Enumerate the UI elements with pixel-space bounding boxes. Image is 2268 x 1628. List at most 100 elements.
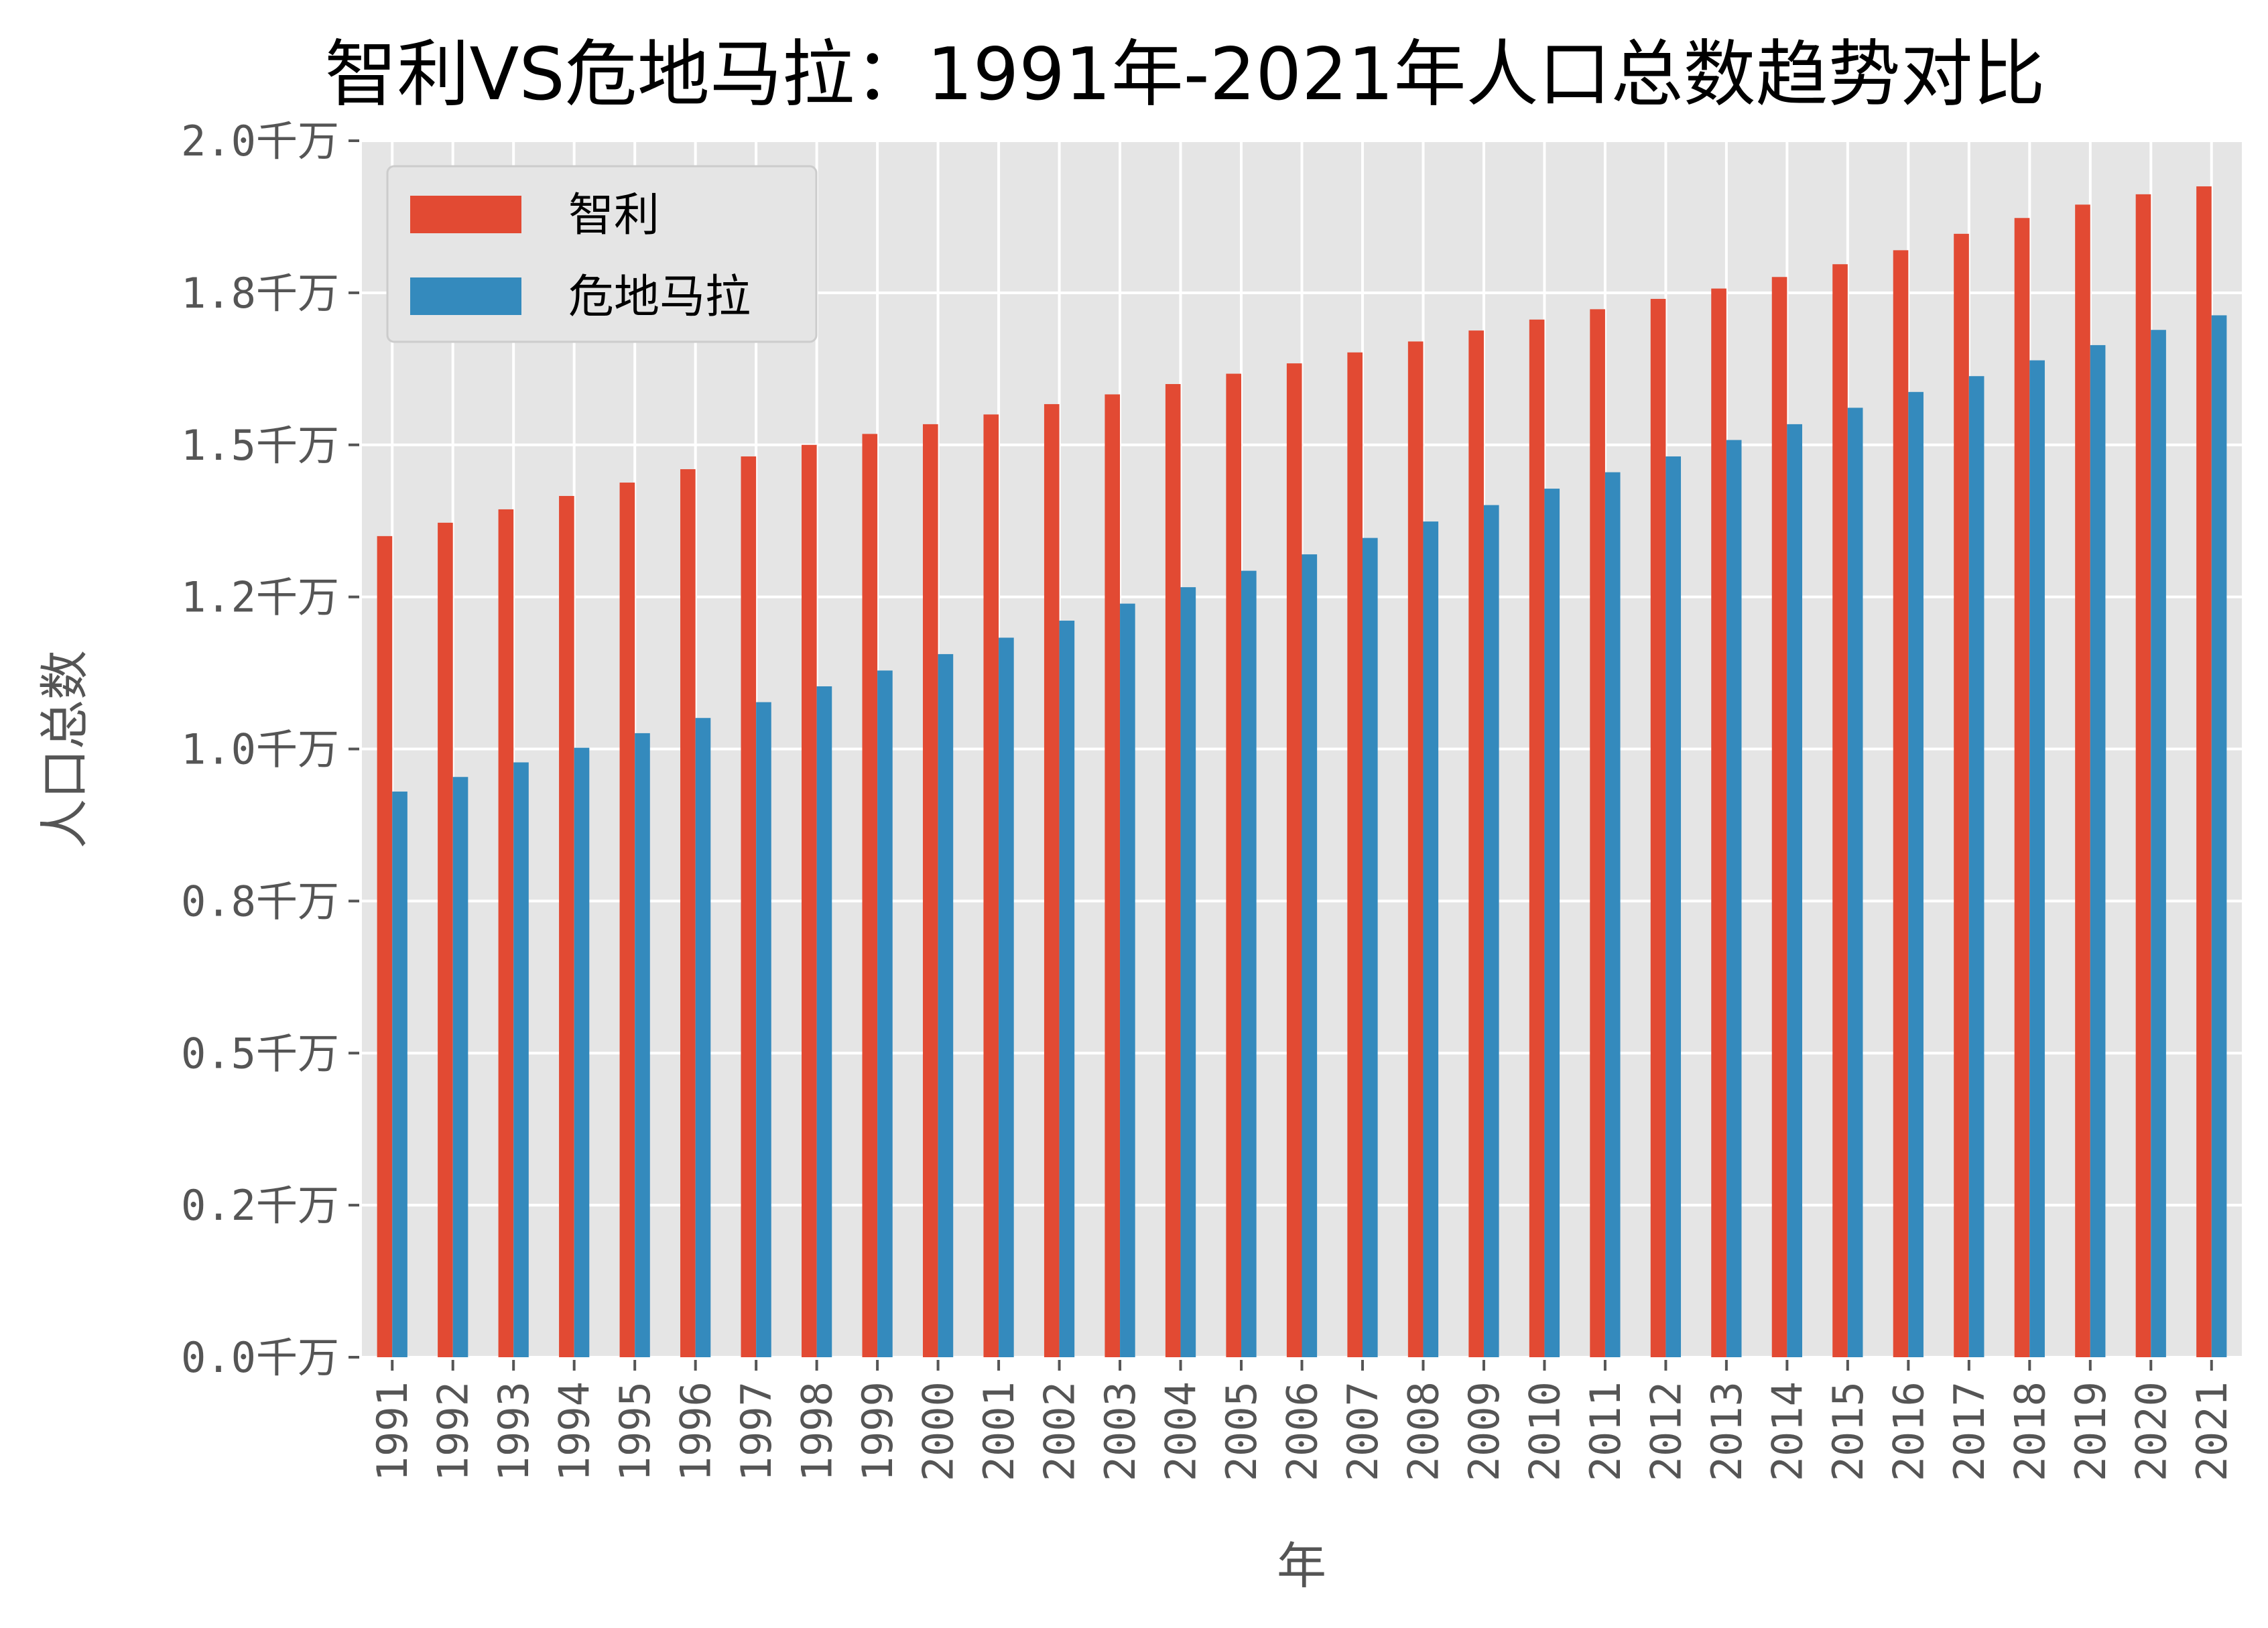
y-tick-label: 0.0千万 bbox=[181, 1333, 339, 1382]
bar-guatemala-2016 bbox=[1908, 391, 1924, 1357]
bar-guatemala-2003 bbox=[1120, 603, 1135, 1358]
y-tick-label: 1.0千万 bbox=[181, 725, 339, 774]
bar-chile-1997 bbox=[741, 456, 757, 1358]
x-tick-label: 2016 bbox=[1884, 1381, 1933, 1481]
bar-guatemala-2006 bbox=[1302, 554, 1318, 1357]
x-tick-label: 2021 bbox=[2188, 1381, 2236, 1481]
bar-guatemala-2017 bbox=[1968, 376, 1984, 1357]
y-tick-label: 2.0千万 bbox=[181, 117, 339, 166]
bar-guatemala-2012 bbox=[1665, 456, 1682, 1358]
x-axis: 1991 1992 1993 1994 1995 1996 1997 1998 1999 2000… bbox=[368, 1360, 2236, 1481]
y-tick-label: 1.5千万 bbox=[181, 421, 339, 470]
bar-chile-1998 bbox=[802, 444, 817, 1357]
y-tick-label: 0.2千万 bbox=[181, 1181, 339, 1230]
x-tick-label: 2011 bbox=[1581, 1381, 1630, 1481]
bar-chile-2021 bbox=[2196, 186, 2212, 1357]
bar-chile-2006 bbox=[1286, 363, 1302, 1357]
bar-guatemala-2015 bbox=[1847, 408, 1863, 1357]
x-tick-label: 1998 bbox=[793, 1381, 842, 1481]
x-tick-label: 2015 bbox=[1824, 1381, 1873, 1481]
x-tick-label: 2014 bbox=[1763, 1381, 1812, 1481]
bar-guatemala-2010 bbox=[1544, 489, 1560, 1357]
bar-chile-2010 bbox=[1529, 319, 1545, 1358]
y-tick-label: 0.5千万 bbox=[181, 1029, 339, 1078]
y-axis-label: 人口总数 bbox=[36, 650, 94, 849]
x-tick-label: 2010 bbox=[1520, 1381, 1569, 1481]
bar-guatemala-2001 bbox=[999, 637, 1014, 1357]
bar-chile-2019 bbox=[2075, 204, 2090, 1358]
bar-guatemala-1999 bbox=[877, 670, 893, 1357]
bar-chile-2015 bbox=[1832, 264, 1848, 1357]
bar-chile-1993 bbox=[498, 509, 514, 1357]
x-tick-label: 2008 bbox=[1399, 1381, 1448, 1481]
x-tick-label: 1991 bbox=[368, 1381, 417, 1481]
x-tick-label: 1992 bbox=[429, 1381, 478, 1481]
bar-chile-2000 bbox=[922, 424, 938, 1357]
x-tick-label: 2019 bbox=[2066, 1381, 2115, 1481]
x-tick-label: 2020 bbox=[2127, 1381, 2176, 1481]
bar-guatemala-1995 bbox=[635, 733, 650, 1357]
bar-guatemala-2018 bbox=[2029, 360, 2045, 1358]
bar-chile-2001 bbox=[983, 414, 999, 1357]
bar-guatemala-2007 bbox=[1362, 538, 1378, 1358]
legend: 智利 危地马拉 bbox=[386, 165, 818, 343]
x-tick-label: 2005 bbox=[1217, 1381, 1266, 1481]
bar-chile-2005 bbox=[1226, 373, 1242, 1357]
bars bbox=[377, 186, 2227, 1358]
bar-guatemala-2005 bbox=[1241, 570, 1257, 1357]
x-tick-label: 2018 bbox=[2005, 1381, 2054, 1481]
bar-guatemala-2013 bbox=[1726, 440, 1742, 1357]
x-tick-label: 1999 bbox=[853, 1381, 902, 1481]
x-tick-label: 2004 bbox=[1157, 1381, 1206, 1481]
bar-guatemala-2009 bbox=[1483, 505, 1499, 1357]
bar-chile-2011 bbox=[1590, 309, 1605, 1358]
y-tick-label: 0.8千万 bbox=[181, 877, 339, 926]
bar-guatemala-1997 bbox=[756, 702, 771, 1357]
bar-chile-1999 bbox=[862, 434, 878, 1357]
x-tick-label: 2003 bbox=[1096, 1381, 1145, 1481]
x-tick-label: 2009 bbox=[1460, 1381, 1509, 1481]
bar-chile-1996 bbox=[680, 469, 696, 1357]
legend-label-guatemala: 危地马拉 bbox=[568, 271, 751, 324]
bar-chile-2012 bbox=[1650, 298, 1666, 1358]
bar-chile-2003 bbox=[1105, 394, 1121, 1357]
bar-guatemala-2020 bbox=[2151, 330, 2166, 1357]
bar-guatemala-2008 bbox=[1423, 521, 1439, 1357]
bar-guatemala-2021 bbox=[2211, 315, 2227, 1357]
x-tick-label: 2002 bbox=[1035, 1381, 1084, 1481]
x-tick-label: 2007 bbox=[1338, 1381, 1387, 1481]
bar-chile-2014 bbox=[1771, 277, 1787, 1357]
bar-guatemala-1996 bbox=[695, 718, 711, 1357]
bar-guatemala-1994 bbox=[574, 747, 590, 1357]
chart-title: 智利VS危地马拉：1991年-2021年人口总数趋势对比 bbox=[324, 33, 2045, 117]
bar-guatemala-2014 bbox=[1787, 424, 1802, 1357]
x-tick-label: 1994 bbox=[550, 1381, 599, 1481]
x-tick-label: 2000 bbox=[914, 1381, 963, 1481]
bar-guatemala-2000 bbox=[938, 653, 954, 1358]
bar-guatemala-1998 bbox=[816, 686, 832, 1357]
x-tick-label: 2017 bbox=[1945, 1381, 1994, 1481]
bar-chile-2007 bbox=[1347, 352, 1363, 1357]
bar-guatemala-2004 bbox=[1180, 587, 1196, 1357]
x-tick-label: 2001 bbox=[974, 1381, 1023, 1481]
legend-swatch-chile bbox=[410, 196, 521, 233]
bar-chile-1994 bbox=[559, 495, 574, 1357]
bar-chile-2017 bbox=[1954, 233, 1969, 1357]
y-tick-label: 1.8千万 bbox=[181, 269, 339, 318]
x-tick-label: 1996 bbox=[672, 1381, 720, 1481]
bar-guatemala-1992 bbox=[452, 777, 468, 1357]
x-tick-label: 1993 bbox=[489, 1381, 538, 1481]
bar-guatemala-1993 bbox=[513, 762, 529, 1357]
bar-chile-1991 bbox=[377, 536, 393, 1357]
x-tick-label: 2012 bbox=[1641, 1381, 1690, 1481]
bar-guatemala-2002 bbox=[1059, 621, 1075, 1357]
legend-label-chile: 智利 bbox=[568, 189, 659, 242]
bar-chile-2002 bbox=[1044, 403, 1060, 1357]
legend-swatch-guatemala bbox=[410, 277, 521, 315]
bar-guatemala-2019 bbox=[2090, 345, 2106, 1358]
bar-chile-2020 bbox=[2135, 194, 2151, 1357]
x-tick-label: 1995 bbox=[611, 1381, 659, 1481]
x-tick-label: 2006 bbox=[1278, 1381, 1327, 1481]
